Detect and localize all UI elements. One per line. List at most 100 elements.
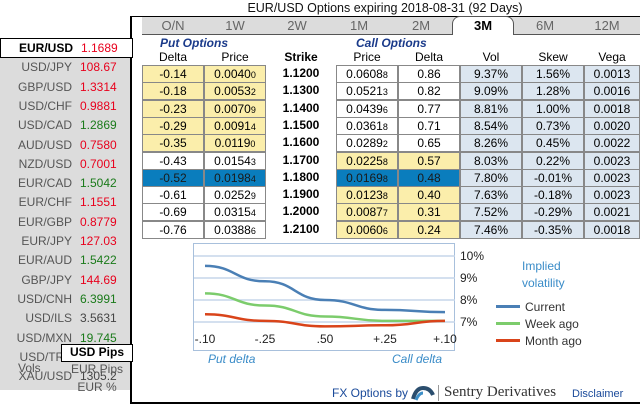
call-price-cell-value: 0.0060	[346, 222, 383, 237]
pair-row-eur-cad[interactable]: EUR/CAD 1.5042	[0, 173, 130, 193]
put-delta-cell: -0.52	[142, 168, 204, 187]
call-delta-cell: 0.71	[398, 116, 460, 135]
put-price-cell-pip-digit: 2	[250, 87, 256, 98]
pair-row-usd-mxn[interactable]: USD/MXN 19.745	[0, 328, 130, 348]
put-price-cell-pip-digit: 9	[250, 191, 256, 202]
call-price-cell-pip-digit: 8	[382, 156, 388, 167]
vega-cell: 0.0023	[584, 151, 640, 170]
vol-cell: 8.54%	[460, 116, 522, 135]
pair-rate: 19.745	[80, 330, 117, 345]
put-price-cell-value: 0.0154	[214, 153, 251, 168]
pair-row-usd-chf[interactable]: USD/CHF 0.9881	[0, 96, 130, 116]
unit-option-eur-pips[interactable]: EUR Pips	[70, 362, 123, 376]
y-tick-label: 8%	[460, 293, 478, 307]
skew-cell-value: 1.28%	[535, 84, 571, 99]
pair-rate: 1305.2	[80, 369, 117, 384]
put-price-cell-pip-digit: 3	[250, 156, 256, 167]
pair-rate: 6.3991	[80, 291, 117, 306]
call-price-cell-pip-digit: 2	[382, 139, 388, 150]
pair-row-usd-jpy[interactable]: USD/JPY 108.67	[0, 57, 130, 77]
pair-row-eur-gbp[interactable]: EUR/GBP 0.8779	[0, 212, 130, 232]
tab-6m[interactable]: 6M	[535, 18, 555, 33]
pair-row-eur-jpy[interactable]: EUR/JPY 127.03	[0, 231, 130, 251]
tab-1m[interactable]: 1M	[349, 18, 369, 33]
table-row[interactable]: -0.35 0.01190 1.1600 0.02892 0.65 8.26% 0.45% 0…	[142, 134, 640, 153]
table-row[interactable]: -0.76 0.03886 1.2100 0.00606 0.24 7.46% -0.35%…	[142, 220, 640, 239]
tab-2m[interactable]: 2M	[411, 18, 431, 33]
pair-row-usd-cad[interactable]: USD/CAD 1.2869	[0, 115, 130, 135]
vega-cell-value: 0.0023	[593, 153, 631, 168]
vol-cell: 7.80%	[460, 168, 522, 187]
vol-cell-value: 7.63%	[473, 188, 509, 203]
pair-name: NZD/USD	[18, 156, 72, 171]
put-delta-cell: -0.43	[142, 151, 204, 170]
pair-name: USD/MXN	[16, 330, 72, 345]
put-options-heading: Put Options	[160, 36, 228, 50]
pair-row-nzd-usd[interactable]: NZD/USD 0.7001	[0, 154, 130, 174]
pair-rate: 127.03	[80, 234, 117, 248]
put-price-cell: 0.03154	[204, 203, 266, 222]
pair-name: USD/JPY	[21, 60, 72, 75]
sentry-derivatives-brand[interactable]: Sentry Derivatives	[444, 384, 557, 400]
x-tick-label: -.25	[255, 332, 276, 346]
tab-3m[interactable]: 3M	[452, 16, 514, 35]
tab-12m[interactable]: 12M	[594, 18, 620, 33]
pair-row-gbp-jpy[interactable]: GBP/JPY 144.69	[0, 270, 130, 290]
call-price-cell: 0.01698	[336, 168, 398, 187]
pair-row-eur-aud[interactable]: EUR/AUD 1.5422	[0, 250, 130, 270]
series-line-week-ago	[204, 292, 445, 323]
pair-row-aud-usd[interactable]: AUD/USD 0.7580	[0, 135, 130, 155]
pair-row-eur-chf[interactable]: EUR/CHF 1.1551	[0, 192, 130, 212]
pair-row-eur-usd[interactable]: EUR/USD 1.1689	[0, 38, 133, 58]
vol-cell-value: 7.80%	[473, 170, 509, 185]
vol-cell-value: 7.46%	[473, 222, 509, 237]
table-row[interactable]: -0.69 0.03154 1.2000 0.00877 0.31 7.52% -0.29%…	[142, 203, 640, 222]
vol-cell-value: 8.54%	[473, 118, 509, 133]
put-delta-cell-value: -0.76	[159, 222, 187, 237]
pair-name: AUD/USD	[17, 137, 72, 152]
table-row[interactable]: -0.18 0.00532 1.1300 0.05213 0.82 9.09% 1.28% 0…	[142, 82, 640, 101]
tab-on[interactable]: O/N	[161, 18, 185, 33]
pair-row-usd-cnh[interactable]: USD/CNH 6.3991	[0, 289, 130, 309]
tab-1w[interactable]: 1W	[225, 18, 245, 33]
put-delta-cell: -0.76	[142, 220, 204, 239]
table-row[interactable]: -0.43 0.01543 1.1700 0.02258 0.57 8.03% 0.22% 0…	[142, 151, 640, 170]
table-row[interactable]: -0.52 0.01984 1.1800 0.01698 0.48 7.80% -0.01%…	[142, 168, 640, 187]
col-skew: Skew	[538, 50, 568, 64]
disclaimer-link[interactable]: Disclaimer	[572, 388, 624, 400]
put-price-cell-value: 0.0119	[214, 136, 251, 151]
unit-option-eur-[interactable]: EUR %	[77, 380, 117, 394]
put-delta-cell-value: -0.29	[159, 118, 187, 133]
table-row[interactable]: -0.14 0.00400 1.1200 0.06088 0.86 9.37% 1.56% 0…	[142, 65, 640, 83]
call-delta-cell-value: 0.77	[417, 101, 441, 116]
x-tick-label: +.10	[433, 332, 457, 346]
strike-cell-value: 1.1600	[282, 135, 320, 150]
col-put-delta: Delta	[158, 50, 187, 64]
pair-row-xau-usd[interactable]: XAU/USD 1305.2	[0, 366, 130, 386]
skew-cell-value: 0.22%	[535, 153, 571, 168]
sentry-logo-icon	[411, 385, 435, 401]
call-price-cell-value: 0.0289	[346, 136, 383, 151]
call-delta-cell: 0.86	[398, 65, 460, 83]
vols-label: Vols	[18, 361, 41, 375]
pair-name: USD/ILS	[25, 311, 72, 326]
skew-cell: 0.45%	[522, 134, 584, 153]
table-row[interactable]: -0.23 0.00709 1.1400 0.04396 0.77 8.81% 1.00% 0…	[142, 99, 640, 118]
pair-name: EUR/USD	[18, 41, 73, 55]
tab-2w[interactable]: 2W	[287, 18, 307, 33]
put-price-cell-pip-digit: 9	[250, 104, 256, 115]
pair-row-gbp-usd[interactable]: GBP/USD 1.3314	[0, 77, 130, 97]
strike-cell-value: 1.1300	[282, 83, 320, 98]
unit-option-usd-pips[interactable]: USD Pips	[61, 344, 133, 362]
put-delta-cell-value: -0.18	[159, 84, 187, 99]
put-price-cell-pip-digit: 0	[250, 139, 256, 150]
call-delta-cell: 0.24	[398, 220, 460, 239]
pair-row-usd-ils[interactable]: USD/ILS 3.5631	[0, 308, 130, 328]
call-price-cell-value: 0.0087	[346, 205, 383, 220]
pair-name: EUR/CHF	[18, 195, 72, 210]
skew-cell-value: -0.18%	[533, 188, 573, 203]
vega-cell-value: 0.0016	[593, 84, 631, 99]
strike-cell-value: 1.2000	[282, 204, 320, 219]
skew-cell: 1.00%	[522, 99, 584, 118]
table-row[interactable]: -0.61 0.02529 1.1900 0.01238 0.40 7.63% -0.18%…	[142, 186, 640, 205]
